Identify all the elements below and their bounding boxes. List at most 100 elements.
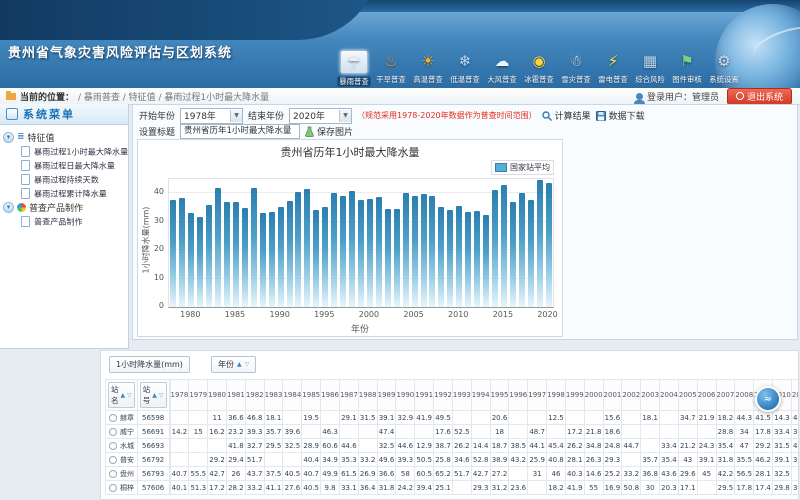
column-header-station-name: 站名▲▽ [106,380,138,411]
chart-bar [215,188,221,307]
row-radio-button[interactable] [109,428,117,436]
nav-item-hail[interactable]: ◉冰雹普查 [521,50,557,87]
chart-bar [278,207,284,307]
sort-descending-icon[interactable]: ▽ [159,392,164,399]
value-cell: 35.4 [716,439,735,453]
table-row[interactable]: 普安5679229.229.451.740.434.935.333.249.63… [106,453,800,467]
drought-icon: ♨ [378,50,404,72]
value-cell: 44.7 [622,439,641,453]
value-cell: 40.7 [302,467,321,481]
chart-legend[interactable]: 国家站平均 [491,160,554,175]
value-cell: 47.4 [377,425,396,439]
value-cell: 44.6 [396,439,415,453]
collapse-toggle-icon[interactable]: ▾ [3,202,14,213]
year-sort-box[interactable]: 年份 ▲ ▽ [211,356,256,373]
nav-item-drought[interactable]: ♨干旱普查 [373,50,409,87]
chart-title-input[interactable]: 贵州省历年1小时最大降水量 [180,124,300,139]
tree-group-1[interactable]: ▾普查产品制作 [3,200,125,214]
value-cell: 21.2 [678,439,697,453]
tree-item[interactable]: 暴雨过程持续天数 [21,172,125,186]
logout-button[interactable]: 退出系统 [727,88,792,105]
end-year-select[interactable]: 2020年 ▼ [289,108,352,124]
value-cell [509,425,528,439]
nav-item-high-temp[interactable]: ☀高温普查 [410,50,446,87]
value-cell: 19.5 [302,411,321,425]
value-cell: 43.7 [245,467,264,481]
tree-item[interactable]: 暴雨过程1小时最大降水量 [21,144,125,158]
value-cell [622,411,641,425]
main-nav: ☂暴雨普查♨干旱普查☀高温普查 ❄ 低温普查 ☁大风普查◉冰雹普查☃雪灾普查⚡雷电普查… [336,50,742,87]
row-radio-button[interactable] [109,414,117,422]
nav-item-rainstorm[interactable]: ☂暴雨普查 [336,50,372,87]
chart-bar [403,193,409,307]
column-header-year: 1981 [226,380,245,411]
chart-bar [322,207,328,307]
floating-refresh-button[interactable]: ≈ [755,386,781,412]
data-download-button[interactable]: 数据下载 [596,109,645,122]
nav-item-snow[interactable]: ☃雪灾普查 [558,50,594,87]
chart-plot-area [168,178,554,308]
sort-ascending-icon[interactable]: ▲ [152,392,157,399]
chevron-down-icon: ▼ [339,110,351,122]
collapse-toggle-icon[interactable]: ▾ [3,132,14,143]
tree-item[interactable]: 普查产品制作 [21,214,125,228]
column-header-year: 1987 [339,380,358,411]
row-radio-button[interactable] [109,470,117,478]
table-row[interactable]: 威宁5669114.21516.223.239.335.739.646.347.… [106,425,800,439]
chart-bar [412,196,418,307]
nav-item-low-temp[interactable]: ❄ 低温普查 [447,50,483,87]
nav-item-lightning[interactable]: ⚡雷电普查 [595,50,631,87]
nav-item-map-review[interactable]: ⚑图件审核 [669,50,705,87]
nav-item-label: 大风普查 [487,74,516,84]
value-cell [189,439,208,453]
tree-item[interactable]: 暴雨过程日最大降水量 [21,158,125,172]
value-cell [302,425,321,439]
value-cell: 39.1 [773,453,792,467]
flask-icon [305,126,314,137]
value-cell: 49.5 [434,411,453,425]
y-tick-label: 10 [138,273,164,282]
table-row[interactable]: 水城5669341.832.729.532.528.960.644.632.54… [106,439,800,453]
value-cell [660,425,679,439]
column-header-year: 1980 [208,380,227,411]
value-cell: 44.1 [528,439,547,453]
nav-item-settings[interactable]: ⚙系统设置 [706,50,742,87]
low-temp-icon: ❄ [452,50,478,72]
nav-item-label: 雷电普查 [598,74,627,84]
station-name-cell: 盘州 [106,467,138,481]
value-cell [584,411,603,425]
row-radio-button[interactable] [109,484,117,492]
value-cell: 28.9 [302,439,321,453]
nav-item-label: 综合风险 [635,74,664,84]
station-id-cell: 56598 [137,411,169,425]
row-radio-button[interactable] [109,456,117,464]
table-row[interactable]: 盘州5679340.755.542.72643.737.540.540.749.… [106,467,800,481]
tree-item[interactable]: 暴雨过程累计降水量 [21,186,125,200]
station-id-sort-button[interactable]: 站号▲▽ [140,382,167,408]
nav-item-wind[interactable]: ☁大风普查 [484,50,520,87]
value-cell: 18 [490,425,509,439]
user-icon [636,93,643,100]
calc-result-button[interactable]: 计算结果 [542,109,591,122]
value-cell: 18.7 [490,439,509,453]
save-image-button[interactable]: 保存图片 [305,125,353,138]
row-radio-button[interactable] [109,442,117,450]
table-row[interactable]: 赫章565981136.646.818.119.529.131.539.132.… [106,411,800,425]
table-row[interactable]: 桐梓5760640.151.317.228.233.241.127.640.59… [106,481,800,495]
sort-ascending-icon[interactable]: ▲ [237,361,242,368]
tree-group-0[interactable]: ▾≣特征值 [3,130,125,144]
sort-descending-icon[interactable]: ▽ [127,392,132,399]
globe-swirl-decor [749,20,800,68]
sort-ascending-icon[interactable]: ▲ [121,392,126,399]
value-cell: 24.8 [603,439,622,453]
value-cell: 28.1 [754,467,773,481]
tree-item-label: 暴雨过程1小时最大降水量 [34,145,128,157]
chart-bar [304,189,310,307]
station-name-sort-button[interactable]: 站名▲▽ [108,382,135,408]
sort-descending-icon[interactable]: ▽ [245,361,250,368]
nav-item-composite-risk[interactable]: ▦综合风险 [632,50,668,87]
station-name: 盘州 [120,469,134,479]
column-header-year: 1986 [321,380,340,411]
nav-item-label: 低温普查 [450,74,479,84]
start-year-select[interactable]: 1978年 ▼ [180,108,243,124]
